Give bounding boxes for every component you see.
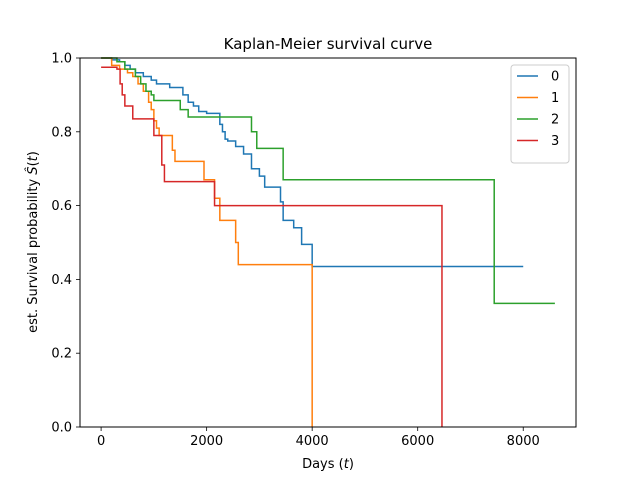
legend-label-0: 0 (551, 70, 559, 85)
y-tick-label: 0.4 (51, 273, 72, 288)
y-tick-label: 0.2 (51, 347, 72, 362)
y-axis-label: est. Survival probability Ŝ(t) (25, 151, 41, 333)
x-tick-label: 6000 (401, 434, 434, 449)
y-tick-label: 0.8 (51, 125, 72, 140)
x-tick-label: 4000 (296, 434, 329, 449)
series-layer (101, 57, 555, 427)
y-tick-label: 1.0 (51, 52, 72, 67)
x-tick-label: 8000 (507, 434, 540, 449)
y-tick-label: 0.0 (51, 421, 72, 436)
x-tick-label: 2000 (190, 434, 223, 449)
series-line-3 (101, 66, 443, 427)
x-axis: 0 2000 4000 6000 8000 (97, 427, 540, 449)
legend-box (510, 64, 570, 164)
plot-area-frame (79, 57, 577, 428)
x-tick-label: 0 (97, 434, 105, 449)
series-line-2 (101, 57, 555, 305)
legend-label-1: 1 (551, 91, 559, 106)
chart-title: Kaplan-Meier survival curve (224, 35, 433, 53)
legend-label-3: 3 (551, 134, 559, 149)
y-axis: 0.0 0.2 0.4 0.6 0.8 1.0 (51, 52, 80, 436)
legend: 0 1 2 3 (510, 64, 570, 164)
x-axis-label: Days (t) (302, 457, 354, 472)
series-line-0 (101, 57, 524, 268)
legend-label-2: 2 (551, 113, 559, 128)
y-tick-label: 0.6 (51, 199, 72, 214)
series-line-1 (101, 57, 313, 427)
